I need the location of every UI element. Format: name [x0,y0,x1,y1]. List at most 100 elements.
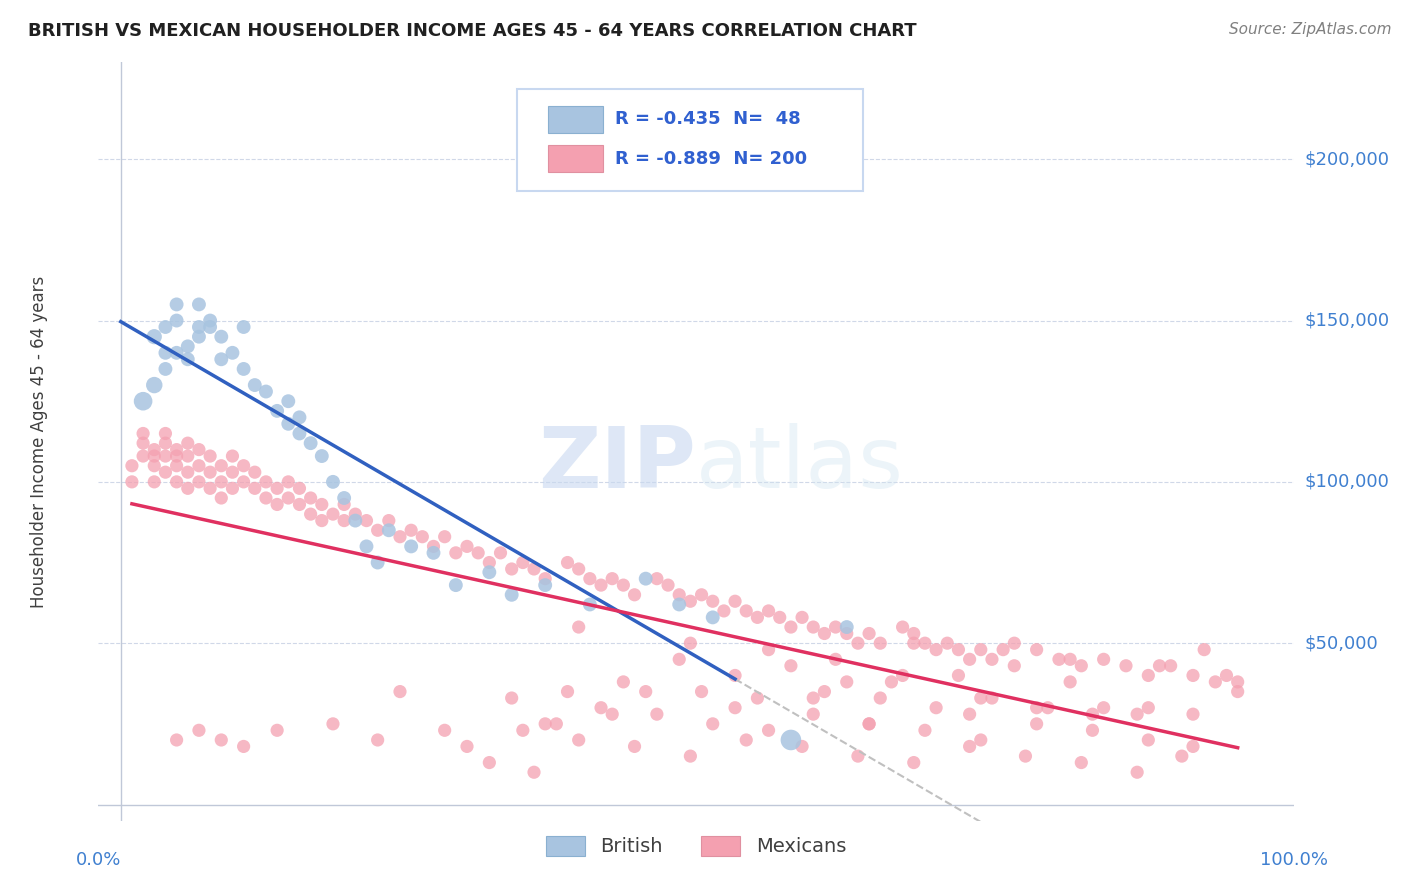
Point [1025,700,1047,714]
Point [512,556,534,570]
Point [612,674,634,689]
Point [724,668,747,682]
Point [143,442,166,457]
Point [747,610,769,624]
Point [132,426,155,441]
Point [198,465,221,479]
Point [1137,733,1160,747]
Point [568,733,591,747]
Point [557,556,579,570]
Point [925,700,948,714]
Point [187,329,209,343]
Point [668,652,690,666]
Point [132,449,155,463]
Point [344,514,367,528]
Point [1226,684,1249,698]
Point [758,723,780,738]
Point [501,691,523,706]
Point [344,507,367,521]
Point [534,716,557,731]
Point [634,684,657,698]
Point [277,491,299,505]
Text: BRITISH VS MEXICAN HOUSEHOLDER INCOME AGES 45 - 64 YEARS CORRELATION CHART: BRITISH VS MEXICAN HOUSEHOLDER INCOME AG… [28,22,917,40]
Point [489,546,512,560]
Point [444,546,467,560]
Point [132,394,155,409]
Point [209,475,232,489]
Point [254,491,277,505]
Point [221,481,243,495]
Point [155,436,177,450]
Point [166,442,188,457]
Point [801,691,824,706]
Point [132,436,155,450]
Point [311,449,333,463]
Point [534,578,557,592]
Point [187,442,209,457]
Text: Householder Income Ages 45 - 64 years: Householder Income Ages 45 - 64 years [30,276,48,607]
Point [600,707,623,722]
Point [769,610,792,624]
Point [869,691,891,706]
Point [1002,658,1025,673]
Point [177,352,200,367]
Point [846,749,869,764]
Point [869,636,891,650]
Point [1070,756,1092,770]
Point [523,562,546,576]
Point [512,723,534,738]
Point [645,572,668,586]
Text: $200,000: $200,000 [1305,150,1389,169]
Point [177,449,200,463]
Point [948,642,970,657]
Point [209,733,232,747]
Point [399,523,422,537]
Point [198,320,221,334]
Point [579,572,602,586]
Point [835,620,858,634]
Point [422,546,444,560]
Point [657,578,679,592]
Point [155,449,177,463]
Point [388,684,411,698]
Point [243,465,266,479]
Point [612,578,634,592]
Point [1182,707,1205,722]
Point [177,465,200,479]
Point [288,481,311,495]
Point [478,556,501,570]
Point [155,426,177,441]
Point [143,475,166,489]
Point [299,491,322,505]
Point [1002,636,1025,650]
Point [322,507,344,521]
Point [1192,642,1215,657]
Point [679,749,702,764]
Point [209,352,232,367]
Point [232,362,254,376]
Point [747,691,769,706]
Point [277,394,299,409]
Point [568,620,591,634]
Point [970,642,993,657]
Point [914,636,936,650]
Point [600,572,623,586]
Point [198,449,221,463]
Point [399,540,422,554]
Point [1092,700,1115,714]
Point [623,588,645,602]
Point [824,620,846,634]
Point [1059,674,1081,689]
Point [187,297,209,311]
Point [155,346,177,360]
Point [232,739,254,754]
Point [367,733,389,747]
Point [1047,652,1070,666]
Point [1059,652,1081,666]
Point [1182,668,1205,682]
Point [589,578,612,592]
Point [546,716,568,731]
Point [433,530,456,544]
Text: 0.0%: 0.0% [76,851,121,869]
Point [187,475,209,489]
